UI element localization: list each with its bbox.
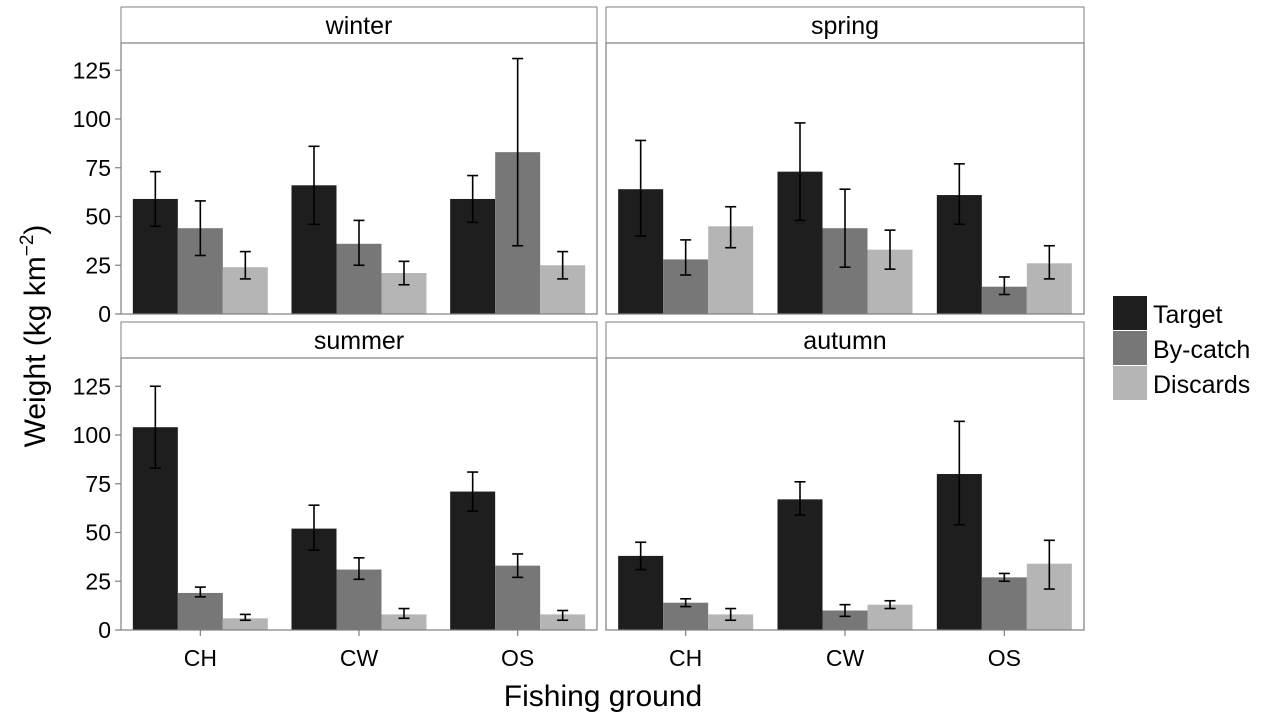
facet-panels: winter spring summer autumn	[120, 6, 1085, 631]
error-bar-spring-OS-Target	[953, 163, 965, 226]
error-bar-winter-OS-Discards	[557, 250, 569, 280]
x-axis-title: Fishing ground	[504, 680, 702, 713]
error-bar-summer-OS-By-catch	[512, 553, 524, 579]
y-tick-label-summer-75: 75	[85, 471, 111, 497]
y-tick-label-summer-125: 125	[73, 373, 111, 399]
error-bar-summer-CW-By-catch	[353, 557, 365, 581]
error-bar-autumn-OS-Discards	[1043, 539, 1055, 590]
bar-autumn-CW-By-catch	[822, 610, 868, 630]
y-tick-label-summer-100: 100	[73, 422, 111, 448]
error-bar-autumn-CW-Discards	[884, 599, 896, 610]
error-bar-spring-CW-By-catch	[839, 188, 851, 269]
bar-summer-CW-Discards	[381, 614, 427, 630]
error-bar-autumn-CH-By-catch	[680, 597, 692, 608]
legend-swatch-By-catch	[1113, 331, 1147, 365]
y-axis-title: Weight (kg km−2)	[17, 225, 52, 448]
facet-label-winter: winter	[325, 12, 393, 40]
error-bar-spring-CH-Discards	[725, 205, 737, 249]
error-bar-spring-OS-Discards	[1043, 244, 1055, 280]
error-bar-spring-CW-Target	[794, 122, 806, 222]
y-tick-label-summer-0: 0	[98, 617, 111, 643]
error-bar-summer-CH-Discards	[239, 613, 251, 622]
facet-panel-spring: spring	[605, 6, 1085, 315]
error-bar-autumn-OS-By-catch	[998, 572, 1010, 583]
x-tick-label-summer-OS: OS	[501, 645, 534, 671]
bar-summer-OS-Discards	[540, 614, 586, 630]
legend-label-By-catch: By-catch	[1153, 336, 1250, 364]
facet-strip-spring	[605, 6, 1085, 44]
facet-panel-winter: winter	[120, 6, 598, 315]
error-bar-autumn-CH-Discards	[725, 607, 737, 622]
facet-strip-autumn	[605, 321, 1085, 359]
y-tick-label-winter-0: 0	[98, 301, 111, 327]
y-tick-label-summer-50: 50	[85, 520, 111, 546]
x-tick-label-autumn-OS: OS	[988, 645, 1021, 671]
error-bar-winter-OS-Target	[467, 174, 479, 224]
error-bar-winter-CH-Target	[149, 170, 161, 228]
bar-autumn-CW-Target	[777, 499, 823, 630]
error-bar-winter-CH-Discards	[239, 250, 251, 280]
error-bar-autumn-OS-Target	[953, 420, 965, 526]
y-tick-label-winter-125: 125	[73, 57, 111, 83]
x-tick-label-autumn-CW: CW	[826, 645, 865, 671]
bar-autumn-OS-By-catch	[981, 577, 1027, 630]
legend-item-By-catch: By-catch	[1113, 331, 1250, 365]
error-bar-summer-CH-Target	[149, 385, 161, 469]
facet-panel-autumn: autumn	[605, 321, 1085, 631]
error-bar-summer-CW-Target	[308, 504, 320, 551]
y-axis-title-main: Weight (kg km	[19, 256, 52, 447]
error-bar-winter-CW-By-catch	[353, 219, 365, 267]
error-bar-spring-CH-By-catch	[680, 239, 692, 276]
legend: Target By-catch Discards	[1113, 296, 1250, 400]
error-bar-spring-OS-By-catch	[998, 276, 1010, 296]
x-tick-label-autumn-CH: CH	[669, 645, 702, 671]
legend-label-Target: Target	[1153, 301, 1223, 329]
error-bar-summer-CH-By-catch	[194, 586, 206, 598]
bar-summer-CH-By-catch	[177, 592, 223, 630]
bar-summer-CH-Discards	[222, 618, 268, 630]
panel-border-spring	[605, 42, 1085, 315]
legend-label-Discards: Discards	[1153, 371, 1250, 399]
error-bar-summer-OS-Discards	[557, 609, 569, 622]
x-tick-label-summer-CH: CH	[184, 645, 217, 671]
x-axes: CH CW OS CH CW OS	[184, 630, 1021, 671]
y-axis-title-superscript: −2	[17, 235, 38, 257]
y-tick-label-winter-75: 75	[85, 155, 111, 181]
error-bar-winter-CW-Discards	[398, 260, 410, 286]
error-bar-winter-OS-By-catch	[512, 57, 524, 247]
error-bar-summer-OS-Target	[467, 471, 479, 512]
y-tick-label-winter-25: 25	[85, 252, 111, 278]
legend-swatch-Target	[1113, 296, 1147, 330]
bar-autumn-CH-Discards	[708, 614, 754, 630]
y-tick-label-summer-25: 25	[85, 568, 111, 594]
legend-item-Target: Target	[1113, 296, 1223, 330]
error-bar-winter-CW-Target	[308, 145, 320, 226]
y-axis-title-close: )	[19, 225, 52, 235]
error-bar-spring-CW-Discards	[884, 229, 896, 270]
error-bar-autumn-CW-By-catch	[839, 603, 851, 618]
legend-swatch-Discards	[1113, 366, 1147, 400]
bar-summer-OS-Target	[450, 491, 496, 630]
facet-strip-winter	[120, 6, 598, 44]
facet-label-summer: summer	[314, 327, 404, 355]
y-axes: 0 25 50 75 100 125 0 25 50 75 100 125	[73, 57, 121, 643]
legend-item-Discards: Discards	[1113, 366, 1250, 400]
facet-label-spring: spring	[811, 12, 879, 40]
facet-label-autumn: autumn	[803, 327, 886, 355]
x-tick-label-summer-CW: CW	[340, 645, 379, 671]
error-bar-summer-CW-Discards	[398, 607, 410, 620]
error-bar-autumn-CW-Target	[794, 480, 806, 516]
error-bar-winter-CH-By-catch	[194, 200, 206, 257]
error-bar-spring-CH-Target	[635, 139, 647, 237]
y-tick-label-winter-100: 100	[73, 106, 111, 132]
error-bar-autumn-CH-Target	[635, 541, 647, 571]
panel-border-winter	[120, 42, 598, 315]
y-tick-label-winter-50: 50	[85, 204, 111, 230]
facet-panel-summer: summer	[120, 321, 598, 631]
